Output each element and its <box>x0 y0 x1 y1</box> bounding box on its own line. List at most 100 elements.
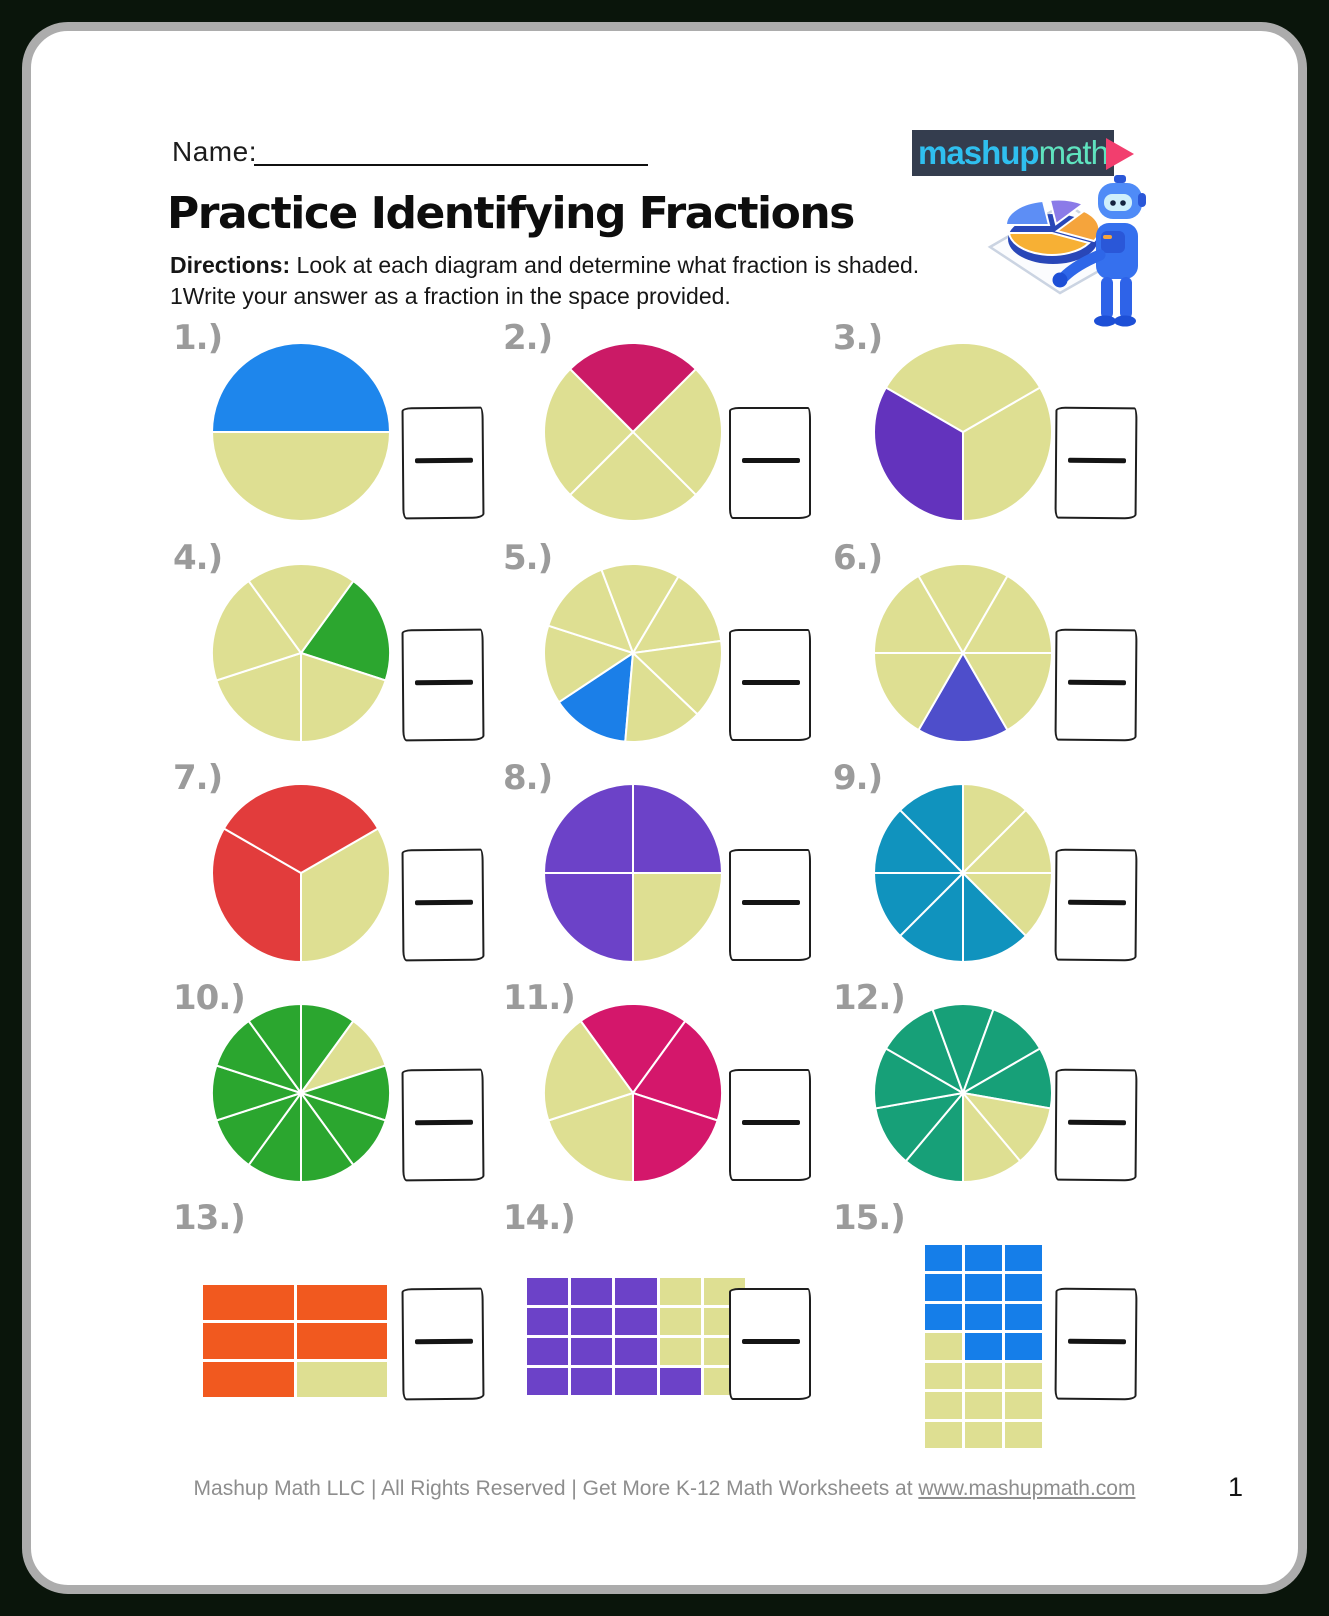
problem-11-slice-5 <box>543 1020 634 1122</box>
problem-10-fraction-bar <box>414 1119 473 1125</box>
problem-12-answer-box[interactable] <box>1054 1068 1138 1182</box>
directions-line1: Look at each diagram and determine what … <box>290 252 920 278</box>
logo-text-mashup: mashup <box>918 134 1040 171</box>
problem-13-grid-cell-4 <box>296 1323 387 1359</box>
problem-14-grid-cell-19 <box>659 1368 701 1395</box>
problem-8-answer-box[interactable] <box>729 849 811 961</box>
problem-13-grid-cell-3 <box>203 1323 294 1359</box>
problem-13-answer-box[interactable] <box>401 1287 485 1401</box>
problem-3-fraction-bar <box>1068 457 1127 463</box>
name-label: Name: <box>172 136 257 167</box>
problem-7-pie-figure <box>210 782 392 963</box>
problem-15-grid-cell-19 <box>925 1421 962 1448</box>
problem-5-label: 5.) <box>503 538 553 578</box>
problem-3-pie-figure <box>872 341 1054 522</box>
directions-text: Directions: Look at each diagram and det… <box>170 250 1030 312</box>
problem-1-slice-2 <box>211 431 391 522</box>
problem-6-slice-3 <box>873 574 964 654</box>
problem-9-slice-8 <box>899 783 964 874</box>
problem-8-pie-figure <box>543 783 723 963</box>
problem-15-fraction-bar <box>1068 1338 1127 1344</box>
logo-text-math: math <box>1038 134 1109 171</box>
problem-1-answer-box[interactable] <box>401 406 485 520</box>
problem-4-fraction-bar <box>414 679 473 685</box>
problem-15-grid-cell-17 <box>965 1392 1002 1419</box>
problem-5-pie-figure <box>543 563 723 743</box>
problem-13-grid-cell-6 <box>296 1361 387 1397</box>
problem-13-grid-cell-2 <box>296 1285 387 1321</box>
problem-7-answer-box[interactable] <box>401 848 485 962</box>
problem-6-slice-6 <box>962 652 1053 732</box>
problem-2-slice-3 <box>569 431 697 522</box>
problem-11-answer-box[interactable] <box>729 1069 811 1181</box>
problem-6-slice-1 <box>917 652 1009 744</box>
problem-9-fraction-bar <box>1068 899 1127 905</box>
problem-15-answer-box[interactable] <box>1054 1287 1138 1401</box>
page-number: 1 <box>1228 1472 1244 1502</box>
problem-14-grid-cell-6 <box>527 1308 569 1335</box>
problem-5-slice-4 <box>600 563 680 654</box>
problem-6-fraction-bar <box>1068 679 1127 685</box>
problem-5-slice-2 <box>543 624 634 704</box>
play-triangle-icon <box>1106 138 1134 170</box>
problem-15-grid-cell-10 <box>925 1333 962 1360</box>
name-input-line[interactable] <box>254 140 648 166</box>
problem-14-grid-cell-13 <box>615 1338 657 1365</box>
problem-9-label: 9.) <box>833 758 883 798</box>
problem-2-answer-box[interactable] <box>729 407 811 519</box>
problem-5-slice-1 <box>557 652 634 743</box>
problem-8-slice-4 <box>543 783 634 874</box>
robot-mascot-icon <box>987 175 1146 327</box>
problem-10-label: 10.) <box>173 978 246 1018</box>
problem-6-answer-box[interactable] <box>1054 628 1138 742</box>
problem-3-answer-box[interactable] <box>1054 406 1138 520</box>
problem-14-grid-cell-11 <box>527 1338 569 1365</box>
footer-link[interactable]: www.mashupmath.com <box>918 1477 1136 1500</box>
problem-1-fraction-bar <box>414 457 473 463</box>
problem-5-answer-box[interactable] <box>729 629 811 741</box>
problem-15-grid-cell-1 <box>925 1245 962 1272</box>
problem-14-grid-cell-3 <box>615 1278 657 1305</box>
problem-15-grid-cell-14 <box>965 1362 1002 1390</box>
problem-5-slice-6 <box>632 639 723 716</box>
problem-15-grid-cell-18 <box>1005 1392 1042 1419</box>
problem-14-label: 14.) <box>503 1198 576 1238</box>
problem-14-grid-cell-17 <box>571 1368 613 1395</box>
directions-line2: 1Write your answer as a fraction in the … <box>170 283 731 309</box>
problem-3-label: 3.) <box>833 318 883 358</box>
problem-14-grid-cell-16 <box>527 1368 569 1395</box>
problem-14-grid-figure <box>527 1278 745 1395</box>
problem-9-slice-2 <box>962 809 1053 874</box>
problem-5-slice-5 <box>632 575 723 654</box>
problem-6-pie-figure <box>873 562 1053 744</box>
problem-13-label: 13.) <box>173 1198 246 1238</box>
problem-11-fraction-bar <box>742 1120 800 1125</box>
problem-15-grid-cell-11 <box>965 1333 1002 1360</box>
problem-15-grid-cell-12 <box>1005 1333 1042 1360</box>
problem-12-pie-figure <box>872 1003 1054 1183</box>
problem-13-grid-cell-1 <box>203 1285 294 1321</box>
problem-14-grid-cell-7 <box>571 1308 613 1335</box>
problem-1-slice-1 <box>211 342 391 433</box>
problem-12-slice-9 <box>962 1092 1022 1183</box>
problem-10-pie-figure <box>211 1003 391 1183</box>
problem-14-answer-box[interactable] <box>729 1288 811 1400</box>
problem-15-grid-cell-16 <box>925 1392 962 1419</box>
problem-2-slice-4 <box>543 368 634 496</box>
problem-4-pie-figure <box>211 563 391 743</box>
problem-10-answer-box[interactable] <box>401 1068 485 1182</box>
problem-12-fraction-bar <box>1068 1119 1127 1125</box>
problem-15-grid-cell-20 <box>965 1421 1002 1448</box>
problem-14-grid-cell-4 <box>659 1278 701 1305</box>
problem-9-slice-6 <box>873 872 964 937</box>
problem-9-answer-box[interactable] <box>1054 848 1138 962</box>
problem-3-slice-3 <box>884 341 1042 433</box>
problem-4-answer-box[interactable] <box>401 628 485 742</box>
problem-7-label: 7.) <box>173 758 223 798</box>
footer-text: Mashup Math LLC | All Rights Reserved | … <box>22 1477 1307 1501</box>
problem-15-grid-cell-2 <box>965 1245 1002 1272</box>
problem-6-slice-5 <box>962 574 1053 654</box>
problem-9-slice-5 <box>899 872 964 963</box>
problem-2-pie-figure <box>543 342 723 522</box>
